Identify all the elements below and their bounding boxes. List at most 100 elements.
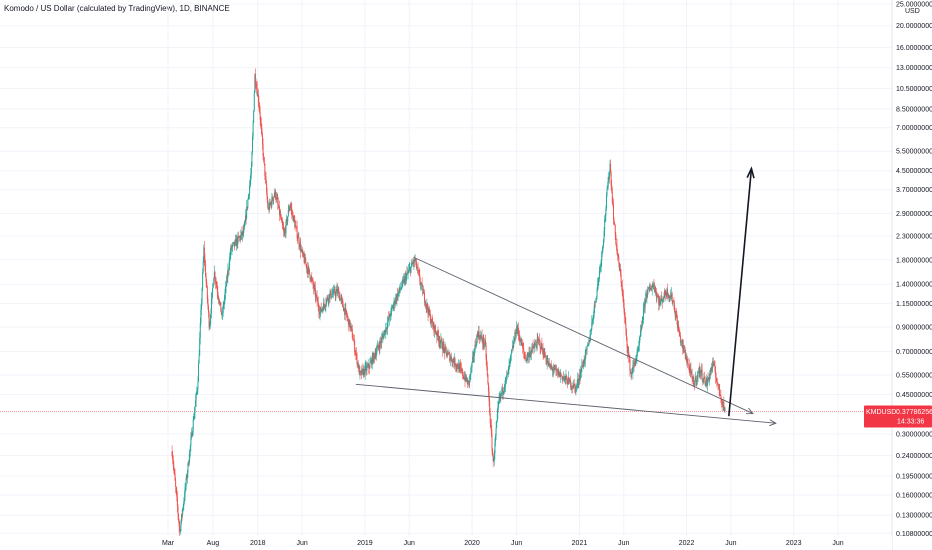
candle-body: [300, 249, 302, 252]
candle-body: [651, 288, 653, 291]
price-label-countdown: 14:33:36: [897, 419, 924, 426]
candle-body: [288, 209, 290, 211]
candle-body: [544, 351, 546, 357]
candle-body: [629, 359, 631, 372]
candle-body: [310, 278, 312, 281]
candle-body: [652, 284, 654, 287]
candle-body: [706, 378, 708, 387]
y-tick-label: 0.10800000: [896, 531, 932, 538]
candle-body: [400, 288, 402, 290]
candle-body: [608, 172, 610, 180]
candle-body: [213, 271, 215, 279]
candle-body: [375, 352, 377, 357]
candle-body: [475, 344, 477, 347]
candle-body: [646, 296, 648, 298]
candle-body: [452, 359, 454, 362]
candle-body: [517, 327, 519, 331]
candle-body: [212, 285, 214, 288]
candle-body: [220, 311, 222, 315]
candle-body: [294, 225, 296, 228]
candle-body: [473, 352, 475, 357]
time-axis[interactable]: Mar Aug 2018 Jun 2019 Jun 2020 Jun 2021 Jun 2022 Ju…: [0, 536, 892, 550]
candle-body: [247, 195, 249, 200]
candle-body: [465, 375, 467, 381]
candle-body: [277, 203, 279, 208]
candle-body: [304, 257, 306, 264]
candle-body: [561, 376, 563, 377]
candle-body: [607, 176, 609, 187]
lower-trendline[interactable]: [355, 383, 776, 424]
candle-body: [425, 303, 427, 305]
candle-body: [337, 289, 339, 294]
candle-body: [612, 204, 614, 220]
candle-body: [637, 351, 639, 353]
candle-body: [502, 391, 504, 394]
candle-body: [196, 391, 198, 394]
candle-body: [563, 377, 565, 379]
candle-body: [455, 365, 457, 367]
y-tick-label: 2.90000000: [896, 211, 932, 218]
candle-body: [314, 287, 316, 297]
candle-body: [181, 514, 183, 515]
candle-body: [388, 314, 390, 320]
candle-body: [428, 308, 430, 314]
candle-body: [598, 278, 600, 280]
y-tick-label: 0.45000000: [896, 392, 932, 399]
candle-body: [432, 322, 434, 327]
chart-grid: [0, 0, 892, 536]
candle-body: [705, 384, 707, 385]
candle-body: [266, 192, 268, 200]
candle-body: [581, 364, 583, 367]
candle-body: [708, 377, 710, 380]
candle-body: [588, 340, 590, 346]
candle-body: [412, 263, 414, 265]
candle-body: [686, 359, 688, 361]
candle-body: [466, 379, 468, 385]
candle-body: [566, 375, 568, 379]
candle-body: [468, 381, 470, 383]
candle-body: [281, 219, 283, 221]
candle-body: [335, 291, 337, 296]
candle-body: [222, 305, 224, 313]
candle-body: [533, 345, 535, 349]
candle-body: [554, 367, 556, 370]
candle-body: [412, 263, 414, 264]
candle-body: [383, 333, 385, 339]
candle-body: [411, 262, 413, 265]
candle-body: [610, 172, 612, 186]
candle-body: [691, 370, 693, 375]
candle-body: [436, 330, 438, 337]
candle-body: [701, 369, 703, 374]
drawings[interactable]: [355, 166, 777, 427]
candle-body: [713, 363, 715, 365]
candle-body: [219, 302, 221, 303]
price-axis[interactable]: 25.00000000USD 20.00000000 16.00000000 13.0…: [891, 0, 932, 550]
candle-body: [672, 300, 674, 302]
candle-body: [193, 418, 195, 420]
candle-body: [229, 254, 231, 258]
candle-body: [283, 231, 285, 235]
candle-body: [486, 359, 488, 366]
candle-body: [262, 144, 264, 157]
candle-body: [301, 249, 303, 251]
candle-body: [366, 366, 368, 371]
candle-body: [313, 286, 315, 289]
candle-body: [520, 338, 522, 342]
candle-body: [182, 506, 184, 509]
projection-arrow[interactable]: [728, 168, 753, 417]
candle-body: [306, 268, 308, 269]
upper-trendline[interactable]: [413, 256, 754, 414]
candle-body: [384, 330, 386, 334]
y-tick-label: 4.50000000: [896, 168, 932, 175]
candle-body: [340, 298, 342, 301]
candle-body: [567, 377, 569, 385]
candle-body: [225, 286, 227, 294]
candle-body: [711, 367, 713, 369]
candle-body: [658, 300, 660, 305]
candle-body: [300, 243, 302, 252]
candle-body: [179, 525, 181, 531]
candle-body: [584, 351, 586, 361]
candle-body: [173, 465, 175, 470]
candle-body: [406, 272, 408, 274]
